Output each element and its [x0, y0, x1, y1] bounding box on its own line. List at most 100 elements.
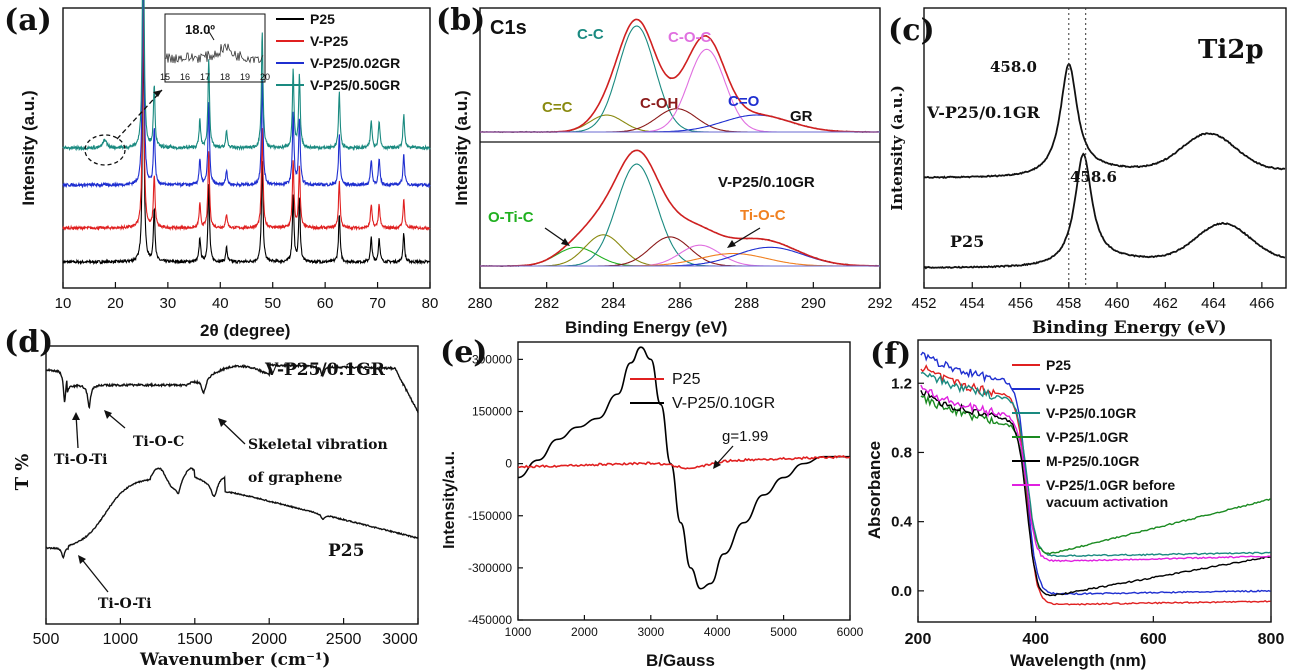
- panel-d-frame: [45, 345, 419, 625]
- panel-f-legend-label: P25: [1046, 357, 1071, 373]
- panel-e-xtick-label: 6000: [837, 625, 864, 639]
- panel-b-xtick-label: 280: [467, 295, 492, 312]
- panel-b-bottom-envelope: [480, 149, 879, 267]
- panel-f-ytick-label: 1.2: [891, 375, 912, 392]
- panel-c-series-top: V-P25/0.1GR: [926, 103, 1041, 122]
- panel-b-xticks: 280 282 284 286 288 290 292: [467, 282, 893, 312]
- panel-f-legend-label-line2: vacuum activation: [1046, 494, 1168, 510]
- panel-a-xtick-label: 10: [55, 295, 72, 312]
- panel-f-series-line: [920, 351, 1271, 596]
- panel-b-bottom-raw: [479, 150, 879, 268]
- panel-c-xtick-label: 454: [960, 295, 985, 312]
- panel-f-legend-label: V-P25/1.0GR: [1046, 429, 1129, 445]
- panel-d-ann-graphene: of graphene: [248, 470, 343, 486]
- panel-a-plot: [62, 0, 431, 266]
- panel-c-series-line: [923, 62, 1286, 180]
- panel-d-ann-ti-o-ti-1: Ti-O-Ti: [54, 452, 107, 468]
- panel-a-legend: P25 V-P25 V-P25/0.02GR V-P25/0.50GR: [276, 11, 400, 93]
- panel-c-xtick-label: 458: [1056, 295, 1081, 312]
- panel-f-frame: [917, 339, 1272, 623]
- panel-e-ytick-label: 300000: [472, 352, 512, 366]
- panel-f-ytick-label: 0.0: [891, 583, 912, 600]
- panel-d-xtick-label: 1500: [177, 631, 213, 648]
- panel-f-letter: (f): [870, 337, 911, 372]
- panel-e-series-line-p25: [517, 454, 851, 470]
- panel-a-highlight-circle: [84, 134, 126, 166]
- panel-d-xtick-label: 1000: [103, 631, 139, 648]
- panel-b-xtick-label: 286: [667, 295, 692, 312]
- panel-f-xtick-label: 600: [1140, 631, 1167, 648]
- panel-c-xtick-label: 464: [1201, 295, 1226, 312]
- panel-d-series-line-top: [45, 362, 419, 413]
- panel-c-xticks: 452 454 456 458 460 462 464 466: [911, 282, 1274, 312]
- panel-a-series-line: [62, 0, 431, 232]
- panel-d-ylabel: T %: [12, 454, 33, 491]
- panel-a-inset: 15 16 17 18 19 20 18.0º: [84, 13, 270, 166]
- panel-f-series-line: [920, 371, 1271, 558]
- panel-b-bottom-component: [480, 163, 879, 267]
- panel-f-legend-label: V-P25/1.0GR before: [1046, 477, 1175, 493]
- panel-c-peak-bottom: 458.6: [1070, 168, 1117, 186]
- panel-f-ticks: 200 400 600 800 0.0 0.4 0.8 1.2: [891, 375, 1284, 648]
- panel-a-inset-tick: 16: [180, 72, 190, 82]
- panel-c-xlabel: Binding Energy (eV): [1032, 318, 1227, 338]
- panel-d-xtick-label: 3000: [382, 631, 418, 648]
- panel-b-ylabel: Intensity (a.u.): [452, 90, 471, 205]
- panel-c-frame: [923, 7, 1287, 289]
- panel-a-inset-tick: 15: [160, 72, 170, 82]
- panel-e-xtick-label: 1000: [505, 625, 532, 639]
- panel-e: (e) B/Gauss Intensity/a.u. 1000 2000 3000 4…: [440, 335, 864, 670]
- panel-d-xlabel: Wavenumber (cm⁻¹): [139, 650, 330, 670]
- panel-b-label-o-ti-c: O-Ti-C: [488, 209, 534, 226]
- panel-a-xtick-label: 20: [107, 295, 124, 312]
- panel-e-ytick-label: -150000: [468, 509, 512, 523]
- panel-a-legend-label: P25: [310, 11, 335, 27]
- panel-b-arrowhead-ti-o-c: [727, 240, 736, 248]
- panel-d-letter: (d): [4, 325, 53, 360]
- panel-b-top-sample: GR: [790, 108, 813, 125]
- panel-a-inset-pointer: [207, 29, 215, 41]
- panel-c-ylabel: Intensity (a.u.): [888, 85, 906, 211]
- panel-a-inset-arrowhead: [153, 90, 162, 97]
- panel-c: (c) Ti2p Binding Energy (eV) Intensity (…: [888, 7, 1287, 338]
- panel-f-legend-label: V-P25/0.10GR: [1046, 405, 1136, 421]
- panel-f-xtick-label: 200: [905, 631, 932, 648]
- panel-b-label-c-c: C-C: [577, 26, 604, 43]
- panel-d-ann-skeletal: Skeletal vibration: [248, 437, 388, 453]
- panel-b-letter: (b): [436, 3, 485, 38]
- panel-b-xtick-label: 288: [734, 295, 759, 312]
- panel-a-inset-tick: 18: [220, 72, 230, 82]
- panel-b-label-ti-o-c: Ti-O-C: [740, 207, 786, 224]
- panel-a-ylabel: Intensity (a.u.): [19, 90, 38, 205]
- panel-d-plot: [45, 362, 419, 560]
- panel-a-xtick-label: 40: [212, 295, 229, 312]
- panel-b-bottom-sample: V-P25/0.10GR: [718, 174, 815, 191]
- panel-e-annotation: g=1.99: [722, 428, 768, 445]
- panel-f-plot: [920, 351, 1271, 606]
- panel-a-xlabel: 2θ (degree): [200, 321, 290, 340]
- panel-c-xtick-label: 452: [911, 295, 936, 312]
- panel-a-xtick-label: 80: [422, 295, 439, 312]
- panel-d: (d) Wavenumber (cm⁻¹) T % 500 1000 1500 200…: [4, 325, 419, 670]
- panel-a: (a) 2θ (degree) Intensity (a.u.) 10 20 30 4…: [4, 0, 438, 340]
- panel-b-label-c-o-c: C-O-C: [668, 29, 711, 46]
- panel-d-ann-ti-o-ti-2: Ti-O-Ti: [98, 596, 151, 612]
- panel-e-xtick-label: 3000: [637, 625, 664, 639]
- panel-e-legend-label: V-P25/0.10GR: [672, 395, 775, 412]
- panel-d-xtick-label: 500: [33, 631, 60, 648]
- panel-c-xtick-label: 462: [1153, 295, 1178, 312]
- panel-a-series-line: [62, 29, 431, 266]
- panel-a-series-line: [62, 0, 431, 189]
- panel-b-frame: [479, 7, 881, 289]
- panel-e-letter: (e): [440, 335, 487, 370]
- panel-d-series-bottom: P25: [328, 541, 364, 561]
- panel-f-ytick-label: 0.8: [891, 444, 912, 461]
- panel-e-legend-label: P25: [672, 371, 701, 388]
- panel-b-arrow-ti-o-c: [729, 227, 761, 247]
- panel-f-xlabel: Wavelength (nm): [1010, 651, 1146, 670]
- panel-f-xtick-label: 800: [1258, 631, 1285, 648]
- panel-b-xtick-label: 282: [534, 295, 559, 312]
- panel-b-xtick-label: 292: [867, 295, 892, 312]
- panel-c-xtick-label: 460: [1105, 295, 1130, 312]
- panel-e-ytick-label: 150000: [472, 405, 512, 419]
